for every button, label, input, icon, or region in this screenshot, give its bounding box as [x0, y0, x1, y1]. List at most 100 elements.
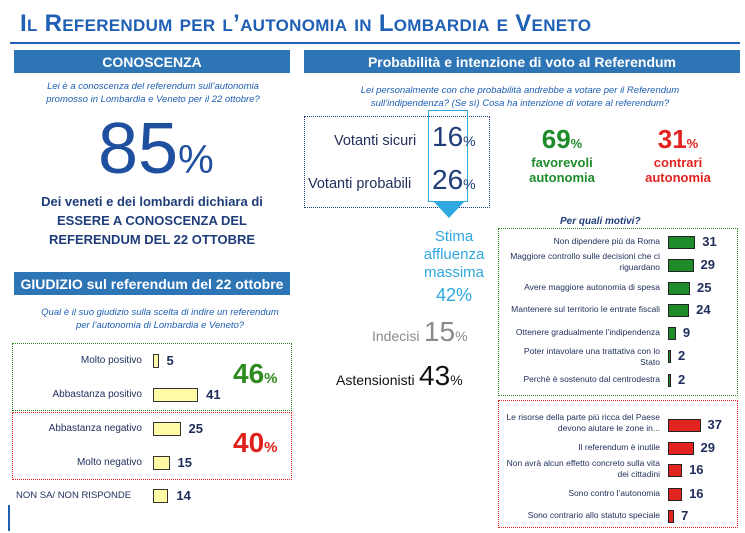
astensionisti-value: 43 [419, 360, 451, 391]
votanti-sicuri-value: 16 [432, 121, 464, 152]
indecisi-unit: % [455, 328, 468, 344]
motivo-label: Sono contro l’autonomia [568, 488, 660, 498]
giudizio-bar [153, 456, 170, 470]
motivo-label: Poter intavolare una trattativa con lo S… [523, 346, 660, 367]
giudizio-bar [153, 354, 159, 368]
indecisi-value: 15 [423, 316, 456, 347]
contrari-value: 31 [657, 124, 687, 154]
negative-box [12, 412, 292, 480]
conoscenza-value: 85 [98, 109, 179, 189]
left-edge-marker [8, 505, 10, 531]
affluenza-arrow [434, 202, 464, 218]
motivo-value: 31 [702, 234, 717, 249]
contrari-label: autonomia [645, 170, 711, 185]
positive-total-unit: % [264, 370, 278, 387]
giudizio-category-label: Abbastanza positivo [52, 389, 142, 400]
motivo-value: 25 [697, 280, 712, 295]
giudizio-chart: Molto positivo 5 Abbastanza positivo 41 Abba… [0, 0, 300, 533]
contrari-unit: % [686, 136, 699, 151]
votanti-probabili-unit: % [463, 176, 476, 192]
motivo-label: Il referendum è inutile [578, 442, 660, 452]
giudizio-bar [153, 388, 199, 402]
motivo-bar [668, 350, 671, 363]
giudizio-value: 5 [166, 353, 174, 368]
giudizio-category-label: Molto positivo [80, 355, 142, 366]
giudizio-category-label: Molto negativo [76, 457, 142, 468]
stima-value: 42% [435, 285, 473, 305]
giudizio-category-label: NON SA/ NON RISPONDE [16, 490, 132, 501]
astensionisti-label: Astensionisti [336, 372, 415, 388]
conoscenza-blurb: Dei veneti e dei lombardi dichiara di ES… [14, 192, 290, 249]
probabilita-question: Lei personalmente con che probabilità an… [360, 85, 680, 109]
giudizio-bar [153, 489, 169, 503]
favorevoli-value: 69 [541, 124, 571, 154]
motivi-title: Per quali motivi? [560, 216, 641, 227]
title-divider [10, 42, 740, 44]
giudizio-category-label: Abbastanza negativo [48, 423, 142, 434]
motivo-label: Non avrà alcun effetto concreto sulla vi… [506, 458, 660, 479]
astensionisti-unit: % [450, 372, 463, 388]
favorevoli-label: favorevoli [531, 155, 593, 170]
motivo-bar [668, 236, 696, 249]
favorevoli-block: 69% favorevoli autonomia [510, 124, 614, 185]
giudizio-value: 14 [176, 488, 191, 503]
motivo-value: 9 [682, 325, 691, 340]
giudizio-value: 41 [206, 387, 221, 402]
giudizio-value: 25 [188, 421, 203, 436]
motivo-value: 24 [696, 302, 711, 317]
giudizio-bar [153, 422, 181, 436]
motivo-value: 16 [689, 486, 704, 501]
motivo-bar [668, 464, 683, 477]
conoscenza-blurb-line: ESSERE A CONOSCENZA DEL [57, 213, 247, 228]
conoscenza-header: CONOSCENZA [14, 50, 290, 73]
stima-line: massima [423, 264, 484, 281]
votanti-sicuri-label: Votanti sicuri [334, 133, 417, 149]
votanti-probabili-value: 26 [432, 164, 464, 195]
votanti-highlight [428, 110, 468, 202]
favorevoli-unit: % [570, 136, 583, 151]
motivo-bar [668, 304, 690, 317]
indecisi-row: Indecisi 15% [372, 316, 468, 348]
motivo-bar [668, 510, 675, 523]
motivo-label: Avere maggiore autonomia di spesa [524, 282, 660, 292]
positive-total: 46% [233, 358, 278, 390]
motivo-value: 7 [681, 508, 689, 523]
motivo-value: 29 [700, 440, 715, 455]
votanti-sicuri-unit: % [463, 133, 476, 149]
motivo-label: Maggiore controllo sulle decisioni che c… [510, 251, 660, 272]
motivo-label: Mantenere sul territorio le entrate fisc… [511, 304, 660, 314]
motivo-bar [668, 259, 694, 272]
motivo-bar [668, 327, 676, 340]
motivi-red-box [498, 400, 738, 528]
votanti-probabili-pct: 26% [432, 164, 476, 196]
motivo-bar [668, 442, 694, 455]
conoscenza-blurb-line: Dei veneti e dei lombardi dichiara di [41, 194, 263, 209]
stima-affluenza: Stima affluenza massima 42% [404, 228, 504, 304]
motivo-value: 2 [678, 372, 686, 387]
votanti-probabili-label: Votanti probabili [308, 176, 412, 192]
contrari-label: contrari [653, 155, 703, 170]
page-title: Il Referendum per l’autonomia in Lombard… [20, 10, 592, 37]
conoscenza-unit: % [178, 138, 214, 182]
motivo-label: Sono contrario allo statuto speciale [527, 510, 660, 520]
positive-total-value: 46 [233, 358, 265, 389]
stima-line: affluenza [423, 246, 485, 263]
positive-box [12, 343, 292, 411]
motivo-bar [668, 282, 690, 295]
favorevoli-pct: 69% [510, 124, 614, 155]
negative-total-value: 40 [233, 427, 265, 458]
astensionisti-row: Astensionisti 43% [336, 360, 463, 392]
conoscenza-percentage: 85% [98, 108, 214, 190]
probabilita-header: Probabilità e intenzione di voto al Refe… [304, 50, 740, 73]
motivo-value: 16 [689, 462, 704, 477]
stima-line: Stima [434, 228, 474, 245]
indecisi-label: Indecisi [372, 328, 420, 344]
contrari-pct: 31% [626, 124, 730, 155]
conoscenza-blurb-line: REFERENDUM DEL 22 OTTOBRE [48, 232, 256, 247]
votanti-box [304, 116, 490, 208]
giudizio-question: Qual è il suo giudizio sulla scelta di i… [41, 307, 279, 331]
motivo-label: Perchè è sostenuto dal centrodestra [523, 374, 660, 384]
motivo-bar [668, 419, 701, 432]
motivo-value: 2 [678, 348, 686, 363]
contrari-block: 31% contrari autonomia [626, 124, 730, 185]
